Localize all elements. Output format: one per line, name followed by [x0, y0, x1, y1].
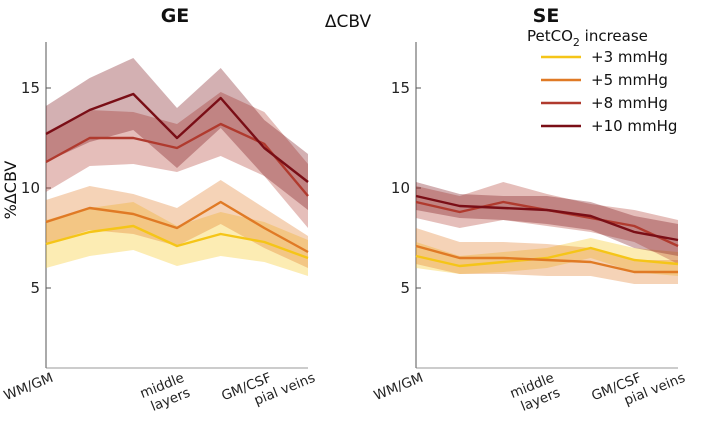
x-tick-label-wm-gm: WM/GM: [372, 370, 426, 404]
legend: PetCO2 increase +3 mmHg +5 mmHg +8 mmHg +10…: [527, 27, 677, 135]
y-tick-label: 15: [391, 79, 410, 97]
ci-band-8-mmhg: [46, 92, 308, 228]
ci-band-10-mmhg: [416, 182, 678, 256]
legend-label-3-mmhg: +3 mmHg: [591, 48, 668, 66]
legend-label-10-mmhg: +10 mmHg: [591, 117, 677, 135]
series-line-3-mmhg: [415, 246, 679, 268]
panel-title-se: SE: [533, 5, 560, 27]
ci-band-5-mmhg: [416, 228, 678, 284]
y-tick-label: 5: [30, 279, 40, 297]
panel-title-ge: GE: [161, 5, 190, 27]
y-tick-label: 10: [21, 179, 40, 197]
x-tick-label-middle-layers: middlelayers: [138, 370, 193, 417]
legend-label-5-mmhg: +5 mmHg: [591, 71, 668, 89]
y-tick-label: 15: [21, 79, 40, 97]
series-line-5-mmhg: [45, 200, 309, 254]
series-line-3-mmhg: [45, 224, 309, 260]
y-axis-label: %ΔCBV: [1, 161, 20, 220]
legend-label-8-mmhg: +8 mmHg: [591, 94, 668, 112]
legend-title: PetCO2 increase: [527, 27, 648, 49]
series-line-8-mmhg: [45, 122, 309, 197]
y-tick-label: 5: [400, 279, 410, 297]
series-line-5-mmhg: [415, 244, 678, 274]
ci-band-5-mmhg: [46, 180, 308, 268]
x-tick-label-middle-layers: middlelayers: [508, 370, 563, 417]
y-tick-label: 10: [391, 179, 410, 197]
figure-title: ΔCBV: [325, 12, 372, 32]
ci-band-3-mmhg: [46, 202, 308, 276]
ci-band-10-mmhg: [46, 58, 308, 210]
x-tick-label-wm-gm: WM/GM: [2, 370, 56, 404]
series-line-10-mmhg: [45, 92, 309, 183]
series-line-10-mmhg: [415, 194, 679, 242]
ci-band-8-mmhg: [416, 182, 678, 264]
